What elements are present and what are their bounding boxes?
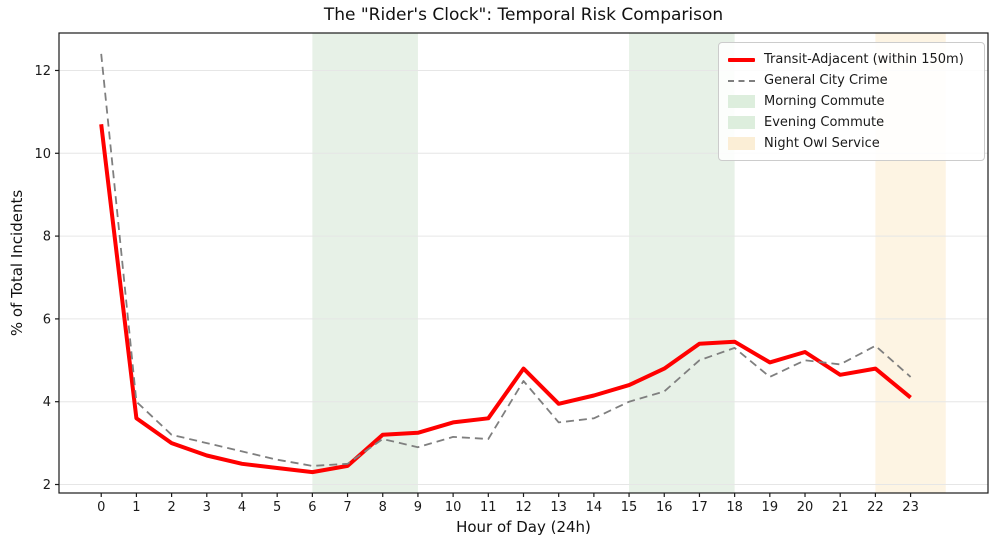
general-city-crime-swatch-icon	[728, 79, 755, 82]
y-tick-label: 6	[43, 312, 51, 327]
night-owl-service-swatch-icon	[728, 137, 755, 150]
x-tick-label: 8	[379, 500, 387, 515]
x-tick-label: 5	[273, 500, 281, 515]
x-tick-label: 9	[414, 500, 422, 515]
x-tick-label: 12	[515, 500, 532, 515]
x-tick-label: 14	[586, 500, 603, 515]
x-tick-label: 23	[902, 500, 919, 515]
x-tick-label: 1	[132, 500, 140, 515]
y-tick-label: 8	[43, 230, 51, 245]
y-tick-label: 2	[43, 478, 51, 493]
span-evening-commute	[629, 33, 735, 493]
legend: Transit-Adjacent (within 150m) General Ci…	[718, 42, 985, 161]
x-tick-label: 15	[621, 500, 638, 515]
x-tick-label: 22	[867, 500, 884, 515]
x-tick-label: 10	[445, 500, 462, 515]
x-tick-label: 3	[203, 500, 211, 515]
y-axis: 2 4 6 8 10 12	[34, 64, 59, 493]
x-tick-label: 0	[97, 500, 105, 515]
series-transit-adjacent-within-150m	[99, 124, 912, 475]
legend-label: Evening Commute	[764, 115, 885, 130]
y-tick-label: 10	[34, 147, 51, 162]
legend-label: Morning Commute	[764, 94, 885, 109]
x-tick-label: 21	[832, 500, 849, 515]
chart-title: The "Rider's Clock": Temporal Risk Compa…	[323, 5, 724, 25]
legend-label: Transit-Adjacent (within 150m)	[764, 52, 964, 67]
legend-label: General City Crime	[764, 73, 888, 88]
x-tick-label: 4	[238, 500, 246, 515]
x-tick-label: 18	[726, 500, 743, 515]
legend-item-transit-adjacent-within-150m: Transit-Adjacent (within 150m)	[728, 49, 976, 70]
series-general-city-crime	[100, 53, 912, 467]
morning-commute-swatch-icon	[728, 95, 755, 108]
legend-item-morning-commute: Morning Commute	[728, 91, 976, 112]
evening-commute-swatch-icon	[728, 116, 755, 129]
span-morning-commute	[312, 33, 418, 493]
x-axis: 0 1 2 3 4 5 6 7 8 9 10 11 12 13 14 15 16 17 18 19 20 21 22 23	[97, 493, 919, 515]
legend-label: Night Owl Service	[764, 136, 880, 151]
legend-item-night-owl-service: Night Owl Service	[728, 133, 976, 154]
x-tick-label: 11	[480, 500, 497, 515]
x-tick-label: 17	[691, 500, 708, 515]
x-tick-label: 19	[762, 500, 779, 515]
x-tick-label: 13	[550, 500, 567, 515]
x-tick-label: 20	[797, 500, 814, 515]
x-tick-label: 16	[656, 500, 673, 515]
legend-item-general-city-crime: General City Crime	[728, 70, 976, 91]
x-tick-label: 6	[308, 500, 316, 515]
x-tick-label: 7	[343, 500, 351, 515]
x-tick-label: 2	[167, 500, 175, 515]
x-axis-label: Hour of Day (24h)	[456, 518, 591, 536]
y-tick-label: 4	[43, 395, 51, 410]
legend-item-evening-commute: Evening Commute	[728, 112, 976, 133]
y-tick-label: 12	[34, 64, 51, 79]
transit-adjacent-within-150m-swatch-icon	[728, 57, 755, 62]
